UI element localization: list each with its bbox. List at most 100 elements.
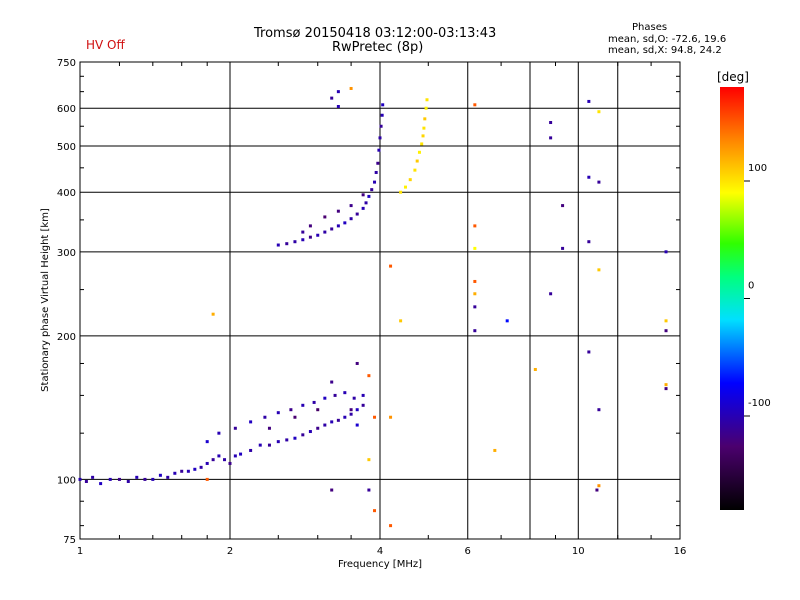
echo-point — [217, 454, 221, 458]
echo-point — [173, 471, 177, 475]
echo-point — [352, 396, 356, 400]
echo-point — [664, 329, 668, 333]
echo-point — [249, 420, 253, 424]
echo-point — [561, 246, 565, 250]
y-tick-label: 200 — [57, 332, 76, 343]
echo-point — [549, 136, 553, 140]
echo-point — [355, 423, 359, 427]
echo-point — [420, 142, 424, 146]
echo-point — [417, 150, 421, 154]
echo-point — [373, 509, 377, 513]
echo-point — [276, 440, 280, 444]
echo-point — [379, 124, 383, 128]
echo-point — [308, 430, 312, 434]
echo-point — [199, 465, 203, 469]
echo-point — [330, 420, 334, 424]
echo-point — [323, 230, 327, 234]
echo-point — [336, 90, 340, 94]
echo-point — [597, 408, 601, 412]
echo-point — [473, 292, 477, 296]
echo-point — [364, 201, 368, 205]
echo-point — [389, 524, 393, 528]
echo-point — [422, 126, 426, 130]
echo-point — [126, 479, 130, 483]
echo-point — [349, 408, 353, 412]
echo-point — [276, 243, 280, 247]
echo-point — [355, 408, 359, 412]
echo-point — [276, 411, 280, 415]
echo-point — [403, 185, 407, 189]
echo-point — [399, 319, 403, 323]
echo-point — [343, 415, 347, 419]
echo-point — [316, 426, 320, 430]
echo-point — [361, 393, 365, 397]
echo-point — [597, 268, 601, 272]
echo-point — [664, 319, 668, 323]
echo-point — [561, 204, 565, 208]
echo-point — [473, 246, 477, 250]
echo-point — [373, 180, 377, 184]
echo-point — [549, 292, 553, 296]
echo-point — [399, 190, 403, 194]
echo-point — [361, 193, 365, 197]
echo-point — [361, 206, 365, 210]
echo-point — [367, 458, 371, 462]
phases-title: Phases — [632, 22, 668, 33]
echo-point — [330, 96, 334, 100]
echo-point — [493, 448, 497, 452]
echo-point — [233, 454, 237, 458]
echo-point — [367, 374, 371, 378]
echo-point — [597, 180, 601, 184]
x-tick-label: 10 — [572, 546, 585, 557]
echo-point — [293, 436, 297, 440]
y-tick-label: 400 — [57, 188, 76, 199]
echo-point — [377, 148, 381, 152]
y-tick-label: 75 — [63, 535, 76, 546]
echo-point — [376, 161, 380, 165]
echo-point — [423, 117, 427, 121]
chart-title: Tromsø 20150418 03:12:00-03:13:43 — [254, 26, 497, 41]
x-tick-label: 1 — [77, 546, 83, 557]
hv-status-label: HV Off — [86, 38, 125, 52]
echo-point — [389, 415, 393, 419]
colorbar-tick-label: 100 — [748, 163, 767, 174]
echo-point — [473, 103, 477, 107]
echo-point — [91, 475, 95, 479]
echo-point — [505, 319, 509, 323]
chart-subtitle: RwPretec (8p) — [332, 40, 424, 55]
x-tick-label: 2 — [227, 546, 233, 557]
echo-point — [316, 408, 320, 412]
y-tick-label: 100 — [57, 475, 76, 486]
echo-point — [84, 479, 88, 483]
echo-point — [349, 412, 353, 416]
echo-point — [308, 224, 312, 228]
echo-point — [289, 408, 293, 412]
echo-point — [349, 86, 353, 90]
x-axis-label: Frequency [MHz] — [338, 559, 422, 570]
echo-point — [301, 230, 305, 234]
echo-point — [301, 403, 305, 407]
echo-point — [239, 452, 243, 456]
echo-point — [343, 391, 347, 395]
echo-point — [186, 469, 190, 473]
colorbar-tick-label: 0 — [748, 281, 754, 292]
phases-o-stats: mean, sd,O: -72.6, 19.6 — [608, 34, 727, 45]
echo-point — [316, 233, 320, 237]
echo-point — [205, 440, 209, 444]
echo-point — [308, 235, 312, 239]
y-tick-label: 600 — [57, 104, 76, 115]
echo-point — [343, 221, 347, 225]
echo-point — [336, 209, 340, 213]
echo-point — [330, 488, 334, 492]
echo-point — [349, 217, 353, 221]
plot-frame — [79, 61, 681, 540]
echo-point — [285, 438, 289, 442]
echo-point — [421, 134, 425, 138]
echo-point — [267, 443, 271, 447]
echo-point — [323, 423, 327, 427]
colorbar — [720, 87, 744, 510]
echo-point — [211, 312, 215, 316]
echo-point — [211, 458, 215, 462]
y-tick-label: 750 — [57, 58, 76, 69]
